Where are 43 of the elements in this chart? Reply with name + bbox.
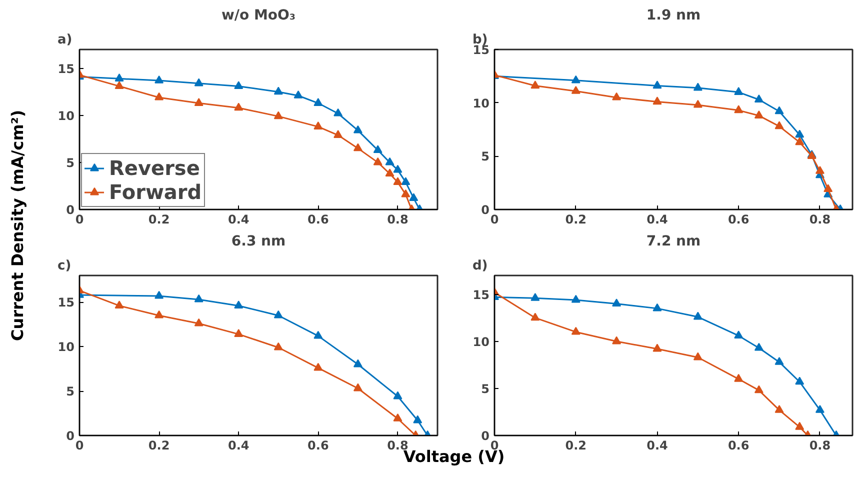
y-tick-label: 10 (58, 340, 75, 354)
chart-title: 7.2 nm (646, 234, 701, 250)
x-tick-label: 0.4 (228, 212, 250, 226)
x-tick-label: 0.2 (148, 438, 170, 452)
x-tick-label: 0 (490, 212, 499, 226)
y-tick-label: 5 (66, 156, 75, 170)
chart-title: 6.3 nm (231, 234, 286, 250)
y-tick-label: 0 (66, 203, 75, 217)
x-tick-label: 0.4 (228, 438, 250, 452)
x-tick-label: 0.6 (728, 212, 750, 226)
x-tick-label: 0.4 (646, 212, 668, 226)
x-tick-label: 0.6 (308, 212, 329, 226)
x-tick-label: 0.6 (728, 438, 750, 452)
legend-label: Reverse (109, 156, 200, 180)
x-tick-label: 0 (75, 212, 84, 226)
y-tick-label: 10 (472, 96, 490, 110)
y-tick-label: 15 (472, 288, 490, 302)
y-tick-label: 5 (66, 384, 75, 399)
y-tick-label: 0 (481, 429, 490, 443)
x-tick-label: 0.2 (148, 212, 170, 226)
y-tick-label: 10 (58, 108, 75, 123)
x-tick-label: 0.4 (646, 438, 668, 452)
x-tick-label: 0.8 (809, 212, 831, 226)
chart-title: w/o MoO₃ (221, 8, 296, 24)
y-tick-label: 10 (472, 334, 490, 349)
x-tick-label: 0.2 (565, 438, 586, 452)
y-tick-label: 0 (481, 203, 490, 217)
x-tick-label: 0.8 (387, 212, 408, 226)
y-tick-label: 5 (481, 150, 490, 164)
y-tick-label: 15 (58, 62, 75, 76)
text: a) (58, 32, 72, 48)
x-tick-label: 0.8 (809, 438, 831, 452)
x-tick-label: 0 (75, 438, 84, 452)
y-tick-label: 5 (481, 382, 490, 396)
x-tick-label: 0.6 (308, 438, 329, 452)
y-tick-label: 15 (58, 296, 75, 310)
y-tick-label: 0 (66, 429, 75, 443)
chart-title: 1.9 nm (646, 8, 701, 24)
y-axis-title: Current Density (mA/cm²) (7, 110, 28, 341)
x-tick-label: 0.2 (565, 212, 586, 226)
legend-label: Forward (109, 180, 202, 204)
text: c) (58, 258, 72, 274)
text: d) (472, 258, 488, 274)
